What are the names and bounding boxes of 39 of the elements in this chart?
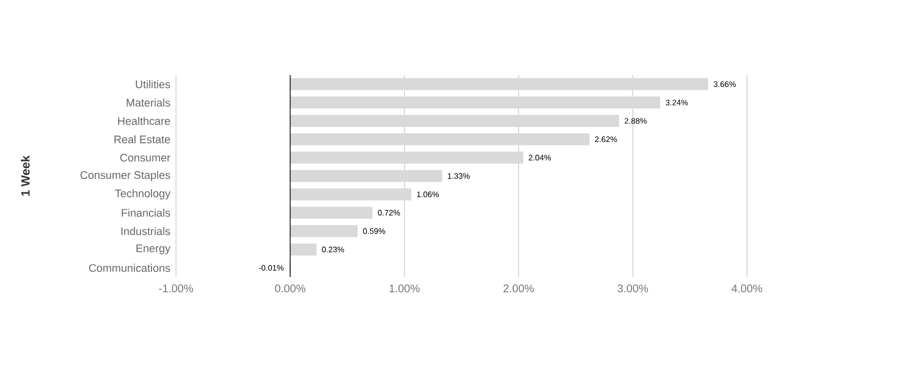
data-label: -0.01%: [258, 264, 284, 271]
y-tick-label: Financials: [122, 208, 170, 217]
x-tick-label: 4.00%: [732, 284, 762, 292]
data-label: 2.88%: [624, 118, 647, 124]
y-tick-label: Consumer: [120, 154, 170, 162]
data-label: 1.33%: [448, 173, 470, 179]
bar: [290, 96, 660, 109]
x-tick-label: 3.00%: [618, 284, 648, 292]
data-label: 1.06%: [417, 192, 439, 198]
y-tick-label: Energy: [136, 244, 170, 254]
y-axis-title: 1 Week: [20, 155, 30, 196]
data-label: 3.66%: [714, 81, 736, 88]
bar: [290, 152, 524, 164]
y-tick-label: Real Estate: [114, 135, 170, 144]
y-tick-label: Utilities: [136, 80, 170, 88]
y-tick-label: Healthcare: [118, 116, 170, 125]
data-label: 2.04%: [528, 154, 551, 160]
x-tick-label: 2.00%: [504, 284, 534, 292]
bar: [290, 170, 442, 182]
y-tick-label: Technology: [115, 189, 170, 200]
bar: [290, 225, 358, 238]
y-tick-label: Materials: [126, 98, 170, 107]
data-label: 0.59%: [363, 228, 386, 234]
y-tick-label: Consumer Staples: [80, 170, 170, 182]
x-tick-label: 0.00%: [275, 284, 306, 292]
data-label: 3.24%: [666, 100, 688, 106]
data-label: 0.72%: [378, 210, 400, 216]
bar: [290, 243, 316, 256]
y-tick-label: Communications: [89, 264, 170, 272]
bar: [290, 133, 590, 146]
bar: [290, 78, 708, 90]
x-tick-label: -1.00%: [159, 284, 194, 292]
data-label: 2.62%: [595, 136, 617, 142]
data-label: 0.23%: [322, 246, 344, 252]
y-tick-label: Industrials: [121, 227, 170, 236]
bar: [290, 114, 620, 127]
bar: [290, 206, 372, 219]
bar: [290, 188, 412, 200]
x-tick-label: 1.00%: [390, 284, 420, 292]
